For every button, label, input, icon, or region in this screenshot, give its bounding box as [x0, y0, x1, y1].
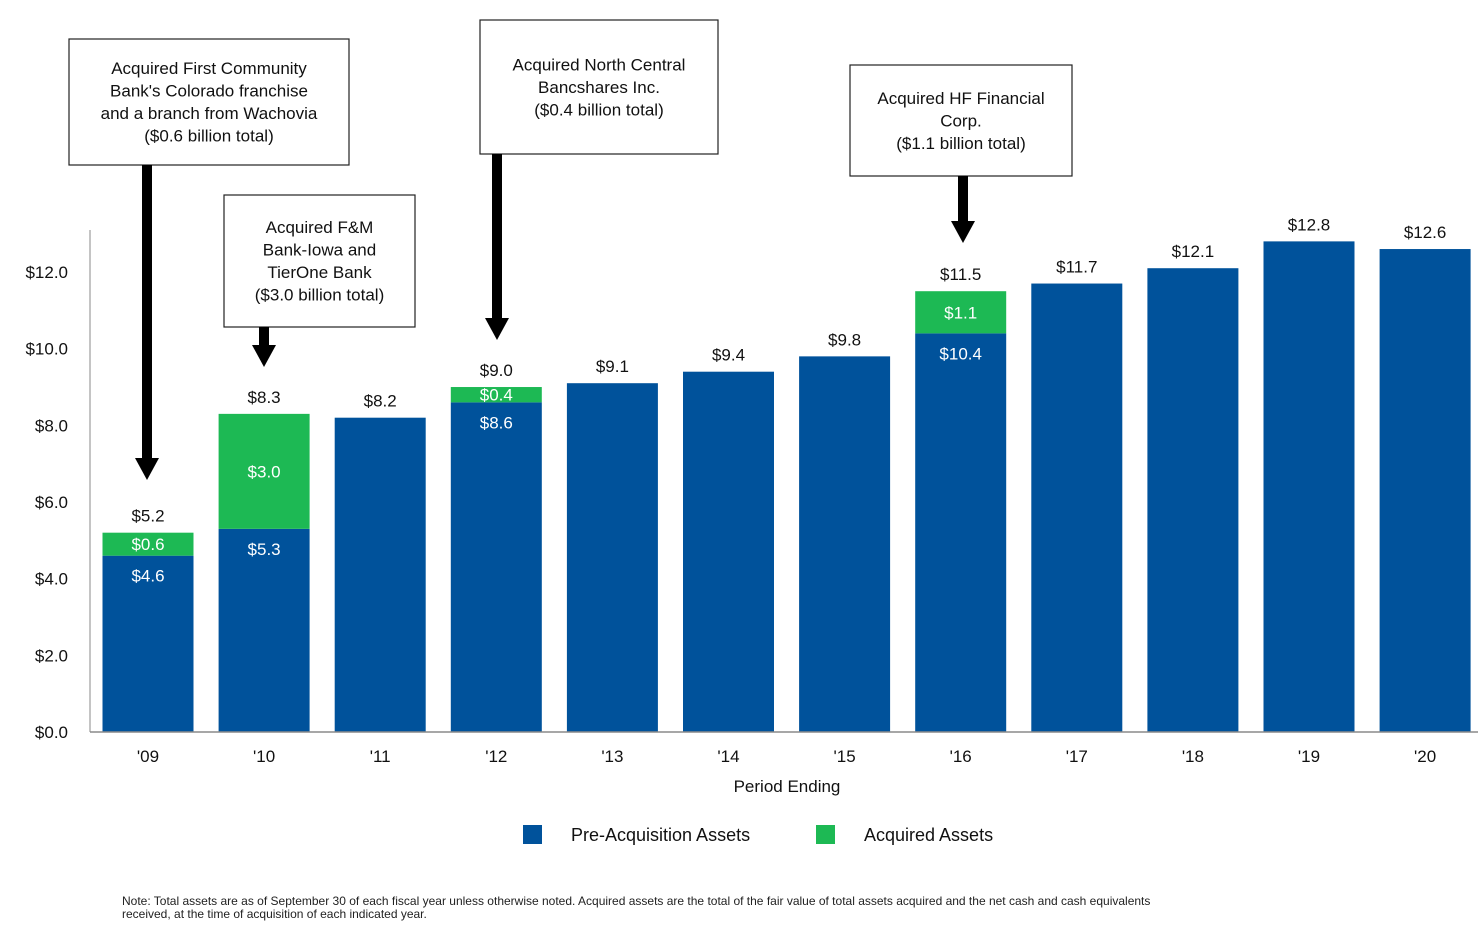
- annotation-arrow-shaft: [259, 327, 269, 345]
- bar-total-label: $11.7: [1056, 258, 1097, 277]
- x-tick-label: '12: [485, 747, 507, 766]
- annotation-arrow-head: [252, 345, 276, 367]
- x-tick-label: '11: [370, 747, 391, 766]
- x-tick-label: '14: [717, 747, 739, 766]
- bar-pre-acquisition: [799, 356, 891, 732]
- x-tick-label: '09: [137, 747, 159, 766]
- bar-pre-acquisition: [683, 371, 774, 732]
- x-axis-title: Period Ending: [734, 777, 841, 796]
- annotation-text-line: Acquired North Central: [513, 55, 686, 74]
- bar-pre-acquisition: [102, 555, 194, 732]
- annotation-text-line: ($3.0 billion total): [255, 286, 384, 305]
- annotation-arrow-shaft: [958, 176, 968, 221]
- annotation-text-line: Corp.: [940, 111, 982, 130]
- bar-total-label: $8.2: [364, 392, 397, 411]
- annotation-text-line: Acquired First Community: [111, 59, 307, 78]
- x-tick-label: '17: [1066, 747, 1088, 766]
- annotation-text-line: Acquired HF Financial: [877, 89, 1044, 108]
- legend-swatch-pre-acquisition: [523, 825, 542, 844]
- bar-total-label: $5.2: [131, 507, 164, 526]
- bar-pre-acquisition: [218, 528, 310, 732]
- y-tick-label: $2.0: [35, 646, 68, 665]
- bar-total-label: $9.0: [480, 361, 513, 380]
- y-tick-label: $12.0: [25, 263, 68, 282]
- bar-value-label-pre: $5.3: [248, 540, 281, 559]
- x-tick-label: '18: [1182, 747, 1204, 766]
- annotation-arrow-shaft: [142, 165, 152, 458]
- bar-pre-acquisition: [334, 417, 426, 732]
- bar-total-label: $9.8: [828, 330, 861, 349]
- x-tick-label: '16: [950, 747, 972, 766]
- bar-value-label-acquired: $3.0: [248, 462, 281, 481]
- bar-value-label-acquired: $0.6: [131, 535, 164, 554]
- bar-pre-acquisition: [915, 333, 1007, 732]
- annotation-text-line: Bank's Colorado franchise: [110, 82, 308, 101]
- bar-value-label-pre: $10.4: [939, 344, 982, 363]
- annotation-arrow-shaft: [492, 154, 502, 318]
- bar-pre-acquisition: [1263, 241, 1355, 732]
- annotation-text-line: Acquired F&M: [266, 218, 374, 237]
- y-tick-label: $4.0: [35, 570, 68, 589]
- bar-acquired: [450, 387, 542, 403]
- y-tick-label: $6.0: [35, 493, 68, 512]
- annotation-text-line: Bank-Iowa and: [263, 241, 376, 260]
- y-tick-label: $0.0: [35, 723, 68, 742]
- bar-total-label: $8.3: [248, 388, 281, 407]
- bar-value-label-pre: $4.6: [131, 567, 164, 586]
- x-tick-label: '13: [601, 747, 623, 766]
- x-tick-label: '10: [253, 747, 275, 766]
- annotation-text-line: ($0.6 billion total): [144, 127, 273, 146]
- bar-total-label: $12.1: [1172, 242, 1215, 261]
- legend-label-acquired: Acquired Assets: [864, 825, 993, 845]
- x-tick-label: '15: [834, 747, 856, 766]
- annotation-arrow-head: [135, 458, 159, 480]
- annotation-box: [68, 38, 350, 166]
- y-tick-label: $8.0: [35, 416, 68, 435]
- legend-label-pre-acquisition: Pre-Acquisition Assets: [571, 825, 750, 845]
- bar-acquired: [915, 291, 1007, 334]
- x-tick-label: '20: [1414, 747, 1436, 766]
- annotation-arrow-head: [951, 221, 975, 243]
- annotation-box: [223, 194, 416, 328]
- bar-total-label: $11.5: [940, 265, 981, 284]
- bar-total-label: $12.6: [1404, 223, 1447, 242]
- bar-value-label-acquired: $1.1: [944, 303, 977, 322]
- bar-pre-acquisition: [1379, 249, 1471, 733]
- bar-pre-acquisition: [566, 383, 658, 732]
- bar-acquired: [102, 532, 194, 556]
- annotation-text-line: ($0.4 billion total): [534, 100, 663, 119]
- y-tick-label: $10.0: [25, 340, 68, 359]
- bar-total-label: $12.8: [1288, 215, 1331, 234]
- bar-pre-acquisition: [1147, 268, 1239, 732]
- bar-total-label: $9.1: [596, 357, 629, 376]
- annotation-arrow-head: [485, 318, 509, 340]
- bar-value-label-pre: $8.6: [480, 413, 513, 432]
- x-tick-label: '19: [1298, 747, 1320, 766]
- annotation-text-line: and a branch from Wachovia: [101, 104, 318, 123]
- footnote: Note: Total assets are as of September 3…: [122, 895, 1392, 921]
- bar-total-label: $9.4: [712, 346, 745, 365]
- annotation-text-line: ($1.1 billion total): [896, 134, 1025, 153]
- legend-swatch-acquired: [816, 825, 835, 844]
- footnote-line-2: received, at the time of acquisition of …: [122, 907, 427, 921]
- annotation-box: [479, 19, 719, 155]
- bar-value-label-acquired: $0.4: [480, 386, 513, 405]
- annotation-text-line: TierOne Bank: [267, 263, 372, 282]
- bar-pre-acquisition: [1031, 283, 1123, 732]
- bar-acquired: [218, 413, 310, 529]
- annotation-text-line: Bancshares Inc.: [538, 78, 660, 97]
- footnote-line-1: Note: Total assets are as of September 3…: [122, 894, 1151, 908]
- bar-pre-acquisition: [450, 402, 542, 732]
